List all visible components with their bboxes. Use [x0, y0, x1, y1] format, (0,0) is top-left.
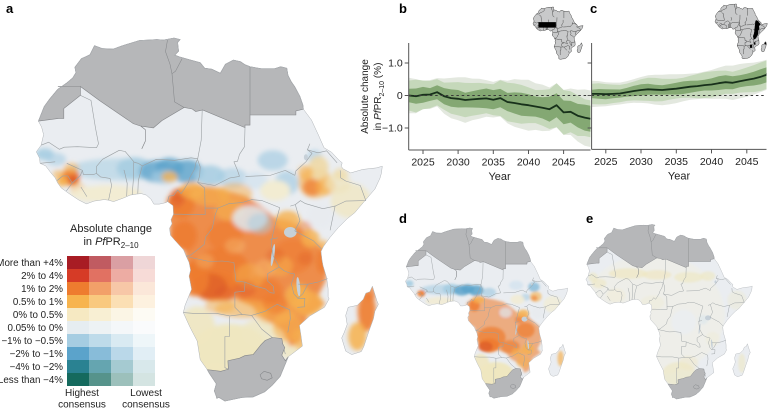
- svg-text:2035: 2035: [482, 157, 506, 169]
- svg-text:2040: 2040: [700, 156, 724, 168]
- svg-text:Highest: Highest: [65, 388, 99, 399]
- svg-text:2030: 2030: [629, 156, 653, 168]
- svg-text:−4% to −2%: −4% to −2%: [10, 362, 64, 373]
- svg-text:2030: 2030: [446, 157, 470, 169]
- svg-text:consensus: consensus: [58, 400, 106, 409]
- svg-text:Year: Year: [488, 171, 511, 183]
- svg-text:Less than −4%: Less than −4%: [0, 375, 63, 386]
- svg-text:1.0: 1.0: [388, 58, 403, 70]
- svg-text:e: e: [586, 211, 593, 226]
- svg-text:0: 0: [397, 90, 403, 102]
- svg-text:0% to 0.5%: 0% to 0.5%: [13, 310, 63, 321]
- svg-text:Absolute change: Absolute change: [360, 59, 371, 134]
- svg-text:−2% to −1%: −2% to −1%: [10, 349, 64, 360]
- svg-text:Year: Year: [668, 170, 691, 182]
- svg-text:More than +4%: More than +4%: [0, 258, 63, 269]
- svg-text:Lowest: Lowest: [130, 388, 162, 399]
- svg-text:b: b: [399, 1, 407, 16]
- svg-text:1% to 2%: 1% to 2%: [21, 284, 63, 295]
- svg-text:−1.0: −1.0: [382, 123, 403, 135]
- svg-text:c: c: [590, 1, 597, 16]
- svg-text:2025: 2025: [594, 156, 618, 168]
- svg-text:2045: 2045: [735, 156, 759, 168]
- svg-text:2045: 2045: [552, 157, 576, 169]
- svg-text:a: a: [6, 1, 14, 16]
- svg-text:Absolute change: Absolute change: [70, 223, 152, 235]
- svg-text:2% to 4%: 2% to 4%: [21, 271, 63, 282]
- svg-text:d: d: [399, 211, 407, 226]
- svg-text:0.5% to 1%: 0.5% to 1%: [13, 297, 63, 308]
- svg-text:0.05% to 0%: 0.05% to 0%: [7, 323, 63, 334]
- svg-text:2040: 2040: [517, 157, 541, 169]
- svg-text:consensus: consensus: [122, 400, 170, 409]
- svg-text:2025: 2025: [411, 157, 435, 169]
- svg-text:2035: 2035: [665, 156, 689, 168]
- svg-text:in PfPR2–10 (%): in PfPR2–10 (%): [373, 63, 386, 131]
- svg-text:−1% to −0.5%: −1% to −0.5%: [1, 336, 63, 347]
